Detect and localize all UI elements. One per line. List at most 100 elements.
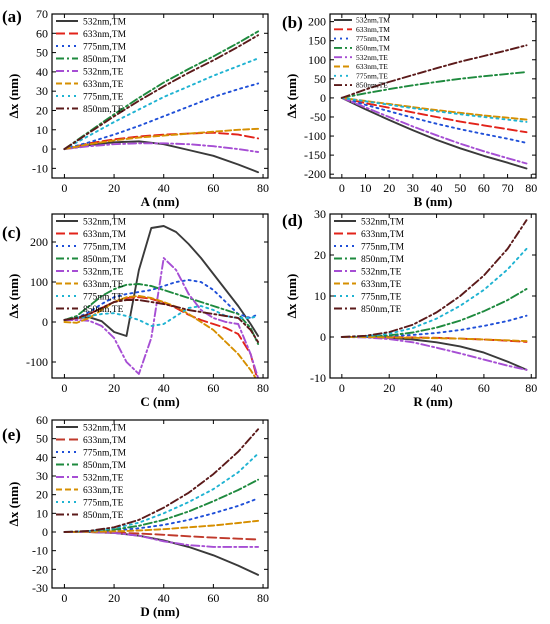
x-tick-label: 40: [158, 181, 170, 195]
series-group: [340, 44, 528, 170]
x-tick-label: 80: [525, 381, 537, 395]
x-tick-label: 0: [61, 181, 67, 195]
y-tick-label: -150: [304, 148, 326, 162]
y-tick-label: 200: [30, 235, 48, 249]
y-tick-label: -50: [310, 110, 326, 124]
series-line-4: [63, 283, 260, 345]
y-tick-label: -100: [26, 355, 48, 369]
legend-entry: 850nm,TE: [356, 81, 388, 90]
series-line-3: [340, 96, 528, 144]
series-line-6: [340, 336, 528, 343]
y-tick-label: 30: [36, 469, 48, 483]
x-tick-label: 30: [407, 181, 419, 195]
series-line-7: [63, 452, 260, 533]
legend-entry: 633nm,TE: [356, 62, 388, 71]
y-tick-label: 100: [308, 53, 326, 67]
series-line-2: [63, 531, 260, 541]
y-axis-label: Δx (nm): [284, 74, 299, 119]
legend-entry: 775nm,TE: [356, 71, 388, 80]
x-tick-label: 40: [158, 591, 170, 605]
y-tick-label: 0: [42, 142, 48, 156]
series-line-3: [63, 279, 260, 321]
plot-frame: [329, 13, 537, 179]
x-tick-label: 20: [108, 381, 120, 395]
series-group: [340, 219, 528, 371]
y-tick-label: 20: [314, 248, 326, 262]
y-tick-label: 50: [36, 46, 48, 60]
x-tick-label: 20: [383, 181, 395, 195]
y-tick-label: 100: [30, 275, 48, 289]
x-tick-label: 10: [360, 181, 372, 195]
legend-entry: 633nm,TM: [361, 230, 405, 240]
legend-entry: 532nm,TE: [83, 473, 124, 483]
x-axis-label: C (nm): [140, 394, 179, 409]
x-tick-label: 60: [478, 381, 490, 395]
series-line-6: [63, 519, 260, 533]
series-line-8: [63, 428, 260, 533]
series-group: [63, 428, 260, 576]
y-tick-label: 0: [320, 330, 326, 344]
x-axis-label: B (nm): [414, 194, 453, 209]
legend-entry: 850nm,TE: [83, 305, 124, 315]
y-tick-label: 30: [36, 84, 48, 98]
legend-entry: 850nm,TE: [361, 305, 402, 315]
y-axis-label: Δx (nm): [6, 482, 21, 527]
legend-entry: 850nm,TM: [83, 55, 127, 65]
x-tick-label: 20: [108, 181, 120, 195]
legend: 532nm,TM633nm,TM775nm,TM850nm,TM532nm,TE…: [334, 16, 390, 90]
legend-entry: 532nm,TE: [361, 267, 402, 277]
y-axis-label: Δx (nm): [284, 274, 299, 319]
x-tick-label: 0: [339, 381, 345, 395]
x-tick-label: 80: [525, 181, 537, 195]
legend-entry: 775nm,TM: [83, 242, 127, 252]
y-tick-label: 50: [36, 432, 48, 446]
legend-entry: 850nm,TE: [83, 511, 124, 521]
x-axis-label: R (nm): [413, 394, 452, 409]
panel-2: (b) 0 10 20 30 40 50 60 70 80 -200 -150 -100 -50 0 50 10…: [282, 13, 537, 209]
legend-entry: 633nm,TM: [83, 30, 127, 40]
panel-label: (a): [2, 7, 22, 26]
y-axis-label: Δx (nm): [6, 74, 21, 119]
plot-frame: [51, 13, 269, 179]
x-tick-label: 40: [158, 381, 170, 395]
legend-entry: 850nm,TM: [83, 461, 127, 471]
y-tick-label: 50: [314, 72, 326, 86]
legend-entry: 775nm,TM: [356, 34, 390, 43]
legend: 532nm,TM633nm,TM775nm,TM850nm,TM532nm,TE…: [56, 217, 127, 315]
y-tick-label: 20: [36, 488, 48, 502]
series-line-4: [340, 71, 528, 99]
y-tick-label: 30: [314, 207, 326, 221]
plot-frame: [51, 419, 269, 589]
series-line-5: [63, 257, 260, 378]
x-tick-label: 0: [61, 381, 67, 395]
y-tick-label: 40: [36, 65, 48, 79]
panel-3: (c) 0 20 40 60 80 -100 0 100 200 C (nm) Δx (nm) 532n…: [2, 213, 269, 409]
legend-entry: 633nm,TE: [361, 280, 402, 290]
series-group: [63, 225, 260, 378]
series-line-7: [340, 96, 528, 123]
panel-label: (e): [2, 425, 21, 444]
legend-entry: 775nm,TM: [83, 42, 127, 52]
panel-label: (c): [2, 223, 21, 242]
series-line-6: [63, 295, 257, 378]
legend-entry: 532nm,TM: [356, 16, 390, 25]
x-tick-label: 60: [207, 591, 219, 605]
series-line-3: [63, 82, 260, 151]
series-group: [63, 30, 260, 174]
panel-label: (d): [282, 211, 303, 230]
series-line-1: [340, 96, 528, 170]
legend-entry: 850nm,TE: [83, 105, 124, 115]
x-tick-label: 80: [257, 591, 269, 605]
y-tick-label: 150: [308, 34, 326, 48]
y-tick-label: -30: [32, 581, 48, 595]
x-tick-label: 20: [383, 381, 395, 395]
y-tick-label: 10: [36, 123, 48, 137]
legend-entry: 850nm,TM: [361, 255, 405, 265]
series-line-6: [63, 127, 260, 151]
x-axis-label: D (nm): [140, 604, 179, 619]
legend-entry: 775nm,TM: [361, 242, 405, 252]
series-line-5: [340, 96, 528, 165]
series-line-8: [63, 299, 260, 343]
series-line-2: [63, 131, 260, 151]
